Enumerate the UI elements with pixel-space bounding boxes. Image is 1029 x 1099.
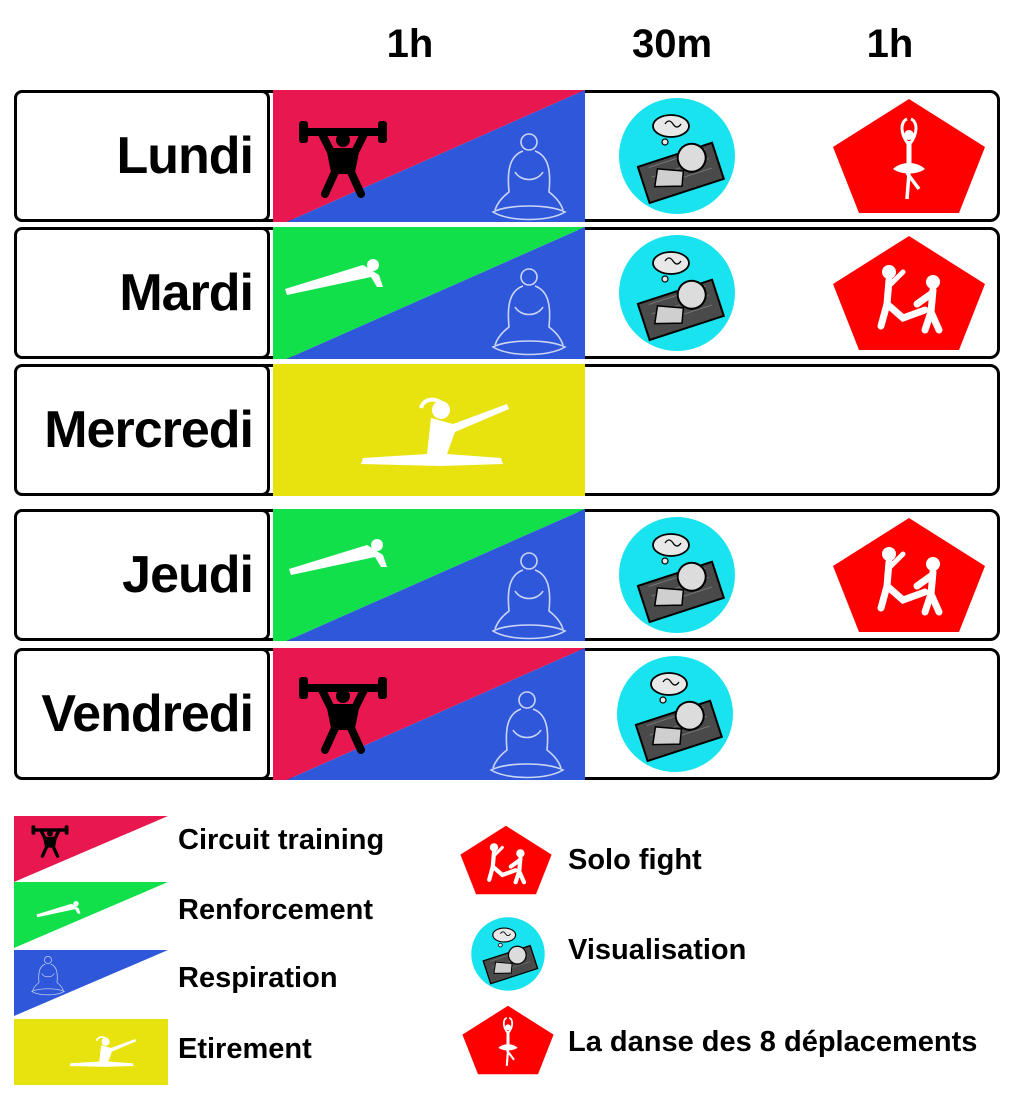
legend-renforcement-label: Renforcement [178, 894, 373, 926]
visualisation-icon [619, 98, 735, 214]
legend-circuit-label: Circuit training [178, 824, 385, 856]
legend-etirement-swatch [14, 1019, 168, 1085]
day-row-vendredi: Vendredi [14, 648, 1000, 780]
solo-fight-pentagon-icon [833, 236, 985, 350]
slot1-circuit-respiration [273, 648, 585, 780]
day-cell: Mercredi [14, 364, 270, 496]
day-cell: Lundi [14, 90, 270, 222]
day-row-jeudi: Jeudi [14, 509, 1000, 641]
legend-danse-label: La danse des 8 déplacements [568, 1026, 978, 1058]
visualisation-icon [619, 235, 735, 351]
slot1-etirement [273, 364, 585, 496]
day-name: Lundi [116, 127, 254, 185]
day-name: Jeudi [122, 546, 254, 604]
legend-renforcement-swatch [14, 882, 168, 948]
legend-circuit-swatch [14, 816, 168, 882]
legend-visualisation-icon [471, 917, 545, 991]
legend-danse-icon [462, 1005, 554, 1075]
header-slot3: 1h [866, 22, 914, 66]
slot1-renforcement-respiration [273, 509, 585, 641]
header-slot1: 1h [386, 22, 434, 66]
legend-solo-fight-label: Solo fight [568, 844, 702, 876]
visualisation-icon [617, 656, 733, 772]
day-name: Vendredi [41, 685, 254, 743]
legend-visualisation-label: Visualisation [568, 934, 747, 966]
day-cell: Vendredi [14, 648, 270, 780]
day-name: Mercredi [44, 401, 254, 459]
day-row-mardi: Mardi [14, 227, 1000, 359]
solo-fight-pentagon-icon [833, 518, 985, 632]
day-row-mercredi: Mercredi [14, 364, 1000, 496]
day-cell: Mardi [14, 227, 270, 359]
header-slot2: 30m [631, 22, 713, 66]
legend-solo-fight-icon [460, 825, 552, 895]
visualisation-icon [619, 517, 735, 633]
legend-etirement-label: Etirement [178, 1033, 312, 1065]
legend-respiration-label: Respiration [178, 962, 338, 994]
day-cell: Jeudi [14, 509, 270, 641]
slot1-renforcement-respiration [273, 227, 585, 359]
legend-respiration-swatch [14, 950, 168, 1016]
danse-pentagon-icon [833, 99, 985, 213]
day-name: Mardi [119, 264, 254, 322]
day-row-lundi: Lundi [14, 90, 1000, 222]
slot1-circuit-respiration [273, 90, 585, 222]
